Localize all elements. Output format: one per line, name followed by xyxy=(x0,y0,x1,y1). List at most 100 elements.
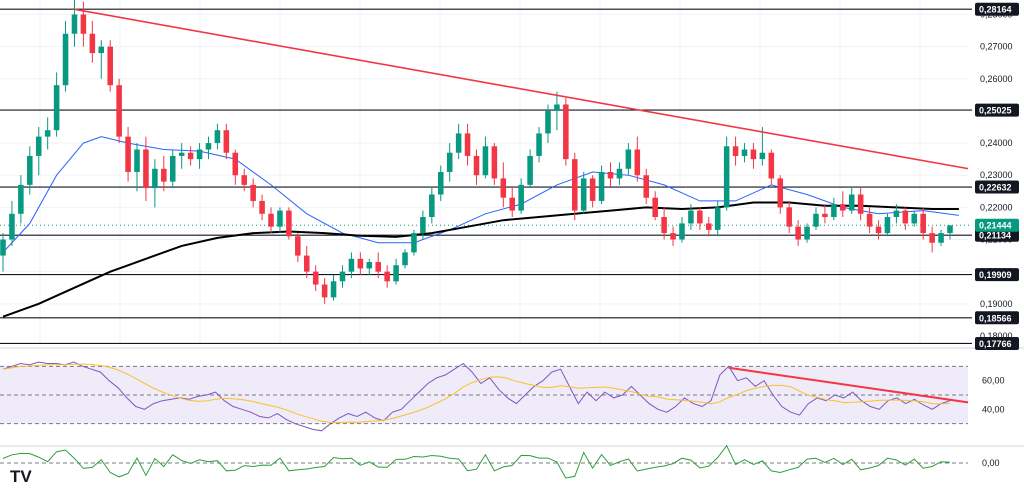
candle-body xyxy=(902,210,909,224)
level-price-label-box xyxy=(975,336,1019,350)
candle-body xyxy=(268,213,274,227)
candle-body xyxy=(929,233,935,243)
candle-body xyxy=(482,146,489,176)
candle-body xyxy=(0,239,6,256)
level-price-label-box xyxy=(975,103,1019,117)
price-tick-label: 0,22000 xyxy=(980,202,1013,212)
candle-body xyxy=(455,133,462,153)
candle-body xyxy=(295,236,301,256)
candle-body xyxy=(321,284,328,298)
level-price-label: 0,19909 xyxy=(979,270,1012,280)
candle-body xyxy=(393,265,399,282)
candle-body xyxy=(634,149,641,176)
candle-body xyxy=(464,133,471,156)
candle-body xyxy=(143,149,149,189)
level-price-label: 0,17766 xyxy=(979,339,1012,349)
candle-body xyxy=(187,152,194,160)
candle-body xyxy=(804,226,810,240)
candle-body xyxy=(223,130,230,153)
candle-body xyxy=(527,155,533,185)
candle-body xyxy=(491,146,498,179)
candle-body xyxy=(277,210,283,227)
candle-body xyxy=(661,217,667,234)
candle-body xyxy=(169,155,176,182)
candles[interactable] xyxy=(0,0,953,304)
candle-body xyxy=(759,152,766,160)
candle-body xyxy=(714,207,721,230)
candle-body xyxy=(205,143,212,150)
level-price-label-box xyxy=(975,2,1019,16)
grid xyxy=(0,0,968,344)
candle-body xyxy=(44,130,51,137)
candle-body xyxy=(947,225,953,234)
candle-body xyxy=(911,213,918,224)
candle-body xyxy=(366,262,373,269)
candle-body xyxy=(848,194,855,211)
candle-body xyxy=(9,213,15,240)
oscillator-pane[interactable]: 0,00 xyxy=(0,444,1024,479)
candle-body xyxy=(312,271,319,285)
candle-body xyxy=(580,178,587,211)
candle-body xyxy=(786,207,792,227)
oscillator-tick-label: 0,00 xyxy=(982,458,1000,468)
candle-body xyxy=(643,175,650,198)
candle-body xyxy=(670,233,676,240)
horizontal-levels[interactable] xyxy=(0,8,972,345)
candle-body xyxy=(71,14,78,34)
candle-body xyxy=(116,85,122,137)
price-axis[interactable]: 0,190000,200000,210000,220000,230000,240… xyxy=(975,2,1019,350)
price-tick-label: 0,27000 xyxy=(980,42,1013,52)
candle-body xyxy=(607,172,614,179)
candle-body xyxy=(420,217,426,234)
candle-body xyxy=(53,85,60,131)
rsi-tick-label: 60,00 xyxy=(982,376,1005,386)
candle-body xyxy=(429,194,435,218)
price-tick-label: 0,24000 xyxy=(980,138,1013,148)
candle-body xyxy=(938,233,944,243)
candle-body xyxy=(152,168,158,189)
candle-body xyxy=(330,281,337,298)
candle-body xyxy=(554,104,560,111)
candle-body xyxy=(259,200,265,214)
candle-body xyxy=(893,210,900,218)
candle-body xyxy=(589,178,596,201)
candle-body xyxy=(384,271,390,282)
candle-body xyxy=(563,104,569,160)
level-price-label-box xyxy=(975,228,1019,242)
candle-body xyxy=(518,184,524,211)
candle-body xyxy=(35,136,42,156)
tradingview-logo: TV xyxy=(10,467,32,486)
level-price-label-box xyxy=(975,268,1019,282)
candle-body xyxy=(536,133,542,156)
candle-body xyxy=(161,168,167,182)
candle-body xyxy=(813,213,819,227)
trendline[interactable] xyxy=(74,8,969,170)
candle-body xyxy=(241,175,247,185)
candle-body xyxy=(446,152,453,172)
rsi-ma-line xyxy=(2,363,951,424)
level-price-label: 0,22632 xyxy=(979,183,1012,193)
candle-body xyxy=(795,226,801,240)
candle-body xyxy=(741,149,748,156)
candle-body xyxy=(866,213,873,227)
candle-body xyxy=(402,252,408,266)
candle-body xyxy=(625,149,632,169)
level-price-label: 0,18566 xyxy=(979,313,1012,323)
candle-body xyxy=(831,204,837,218)
last-price-label: 0,21444 xyxy=(979,221,1012,231)
candle-body xyxy=(679,223,685,240)
candle-body xyxy=(437,172,444,195)
candle-body xyxy=(768,152,775,179)
rsi-line xyxy=(2,361,951,432)
candle-body xyxy=(572,159,578,211)
candle-body xyxy=(18,184,24,214)
level-price-label: 0,25025 xyxy=(979,106,1012,116)
price-tick-label: 0,19000 xyxy=(980,299,1013,309)
candle-body xyxy=(857,194,864,214)
candle-body xyxy=(920,213,926,234)
candle-body xyxy=(723,146,730,208)
candle-body xyxy=(732,146,739,156)
candle-body xyxy=(411,233,417,253)
rsi-pane[interactable]: 60,00 40,00 xyxy=(0,347,1024,432)
